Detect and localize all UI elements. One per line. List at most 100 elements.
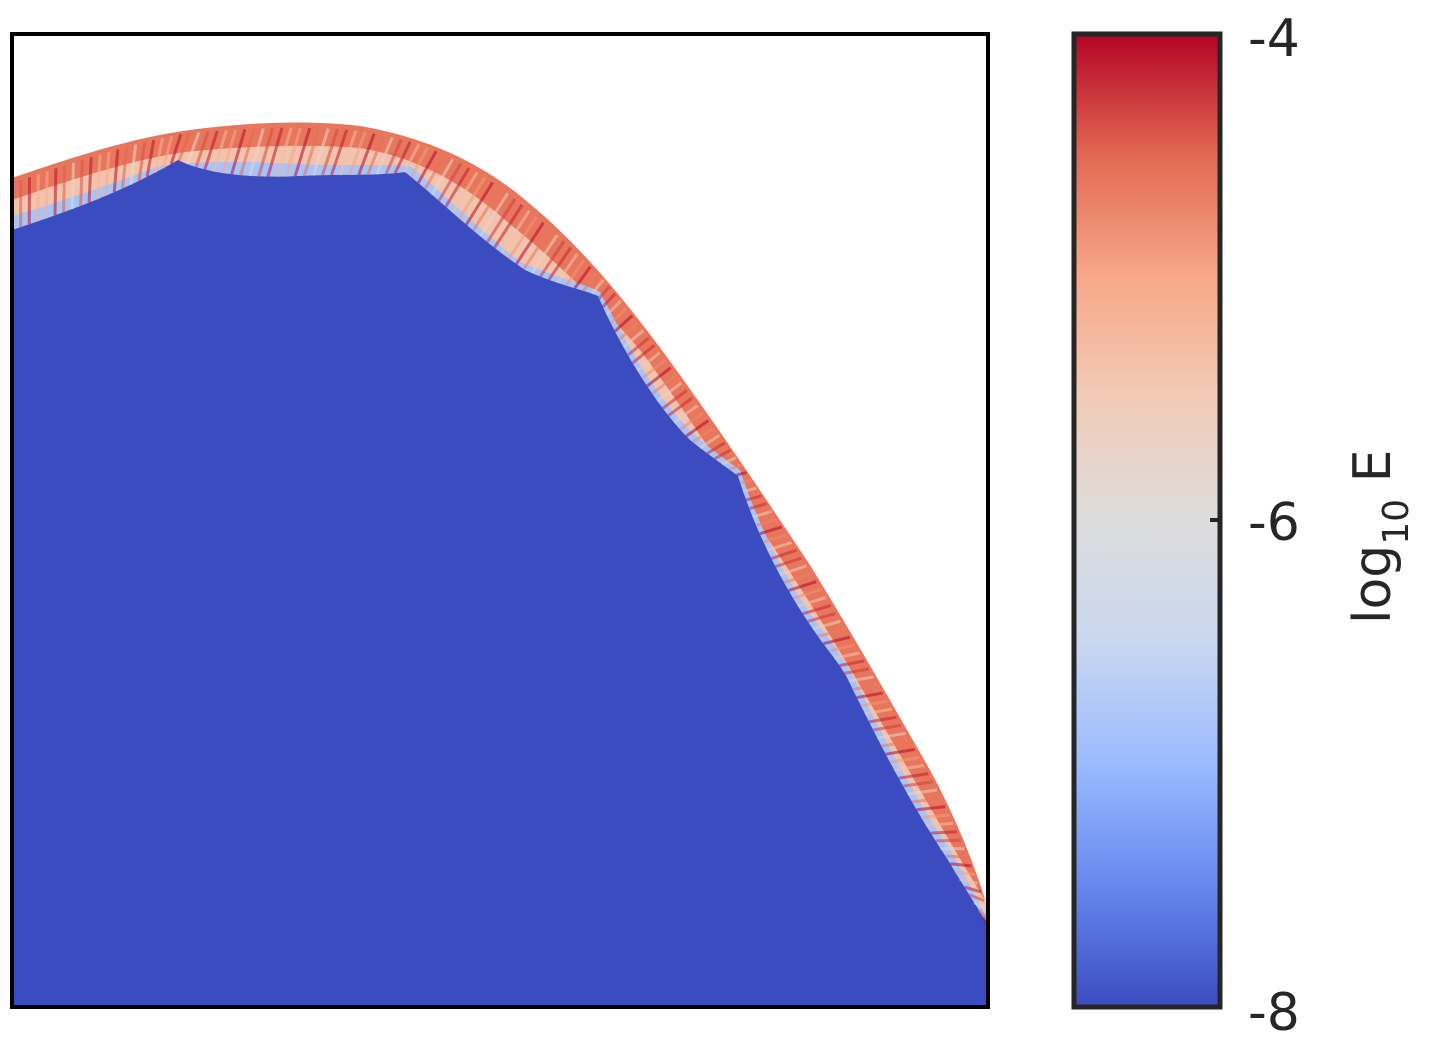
boundary-texture-stroke bbox=[774, 556, 803, 569]
boundary-texture-stroke bbox=[582, 272, 599, 292]
boundary-texture-stroke bbox=[177, 132, 192, 162]
boundary-texture-stroke bbox=[430, 158, 455, 196]
boundary-texture-stroke bbox=[320, 128, 339, 176]
boundary-texture-stroke bbox=[444, 167, 471, 208]
colorbar-label-subscript: 10 bbox=[1376, 499, 1417, 545]
boundary-texture-stroke bbox=[597, 285, 611, 300]
plot-frame bbox=[10, 32, 990, 1009]
boundary-texture-stroke bbox=[53, 168, 58, 216]
boundary-texture-stroke bbox=[739, 478, 753, 485]
boundary-texture-stroke bbox=[129, 144, 138, 185]
boundary-texture-stroke bbox=[601, 292, 617, 308]
boundary-texture-stroke bbox=[736, 471, 747, 477]
boundary-sawtooth-texture bbox=[12, 127, 988, 1002]
boundary-texture-stroke bbox=[839, 659, 865, 668]
boundary-texture-stroke bbox=[812, 619, 841, 631]
boundary-texture-stroke bbox=[573, 265, 592, 290]
boundary-texture-stroke bbox=[212, 129, 228, 172]
colorbar-tick-label-top: -4 bbox=[1248, 9, 1300, 69]
boundary-texture-stroke bbox=[817, 627, 846, 638]
boundary-texture-stroke bbox=[384, 138, 403, 175]
boundary-texture-stroke bbox=[762, 533, 788, 544]
boundary-texture-stroke bbox=[902, 780, 933, 788]
boundary-texture-stroke bbox=[539, 240, 566, 278]
colorbar-tick-label-mid: -6 bbox=[1248, 493, 1300, 553]
boundary-texture-stroke bbox=[410, 146, 429, 178]
boundary-texture-stroke bbox=[507, 215, 538, 260]
boundary-texture-stroke bbox=[266, 127, 284, 178]
boundary-texture-stroke bbox=[393, 141, 412, 174]
boundary-texture-stroke bbox=[257, 127, 275, 177]
boundary-texture-stroke bbox=[752, 509, 773, 519]
boundary-texture-stroke bbox=[500, 209, 531, 255]
boundary-texture-stroke bbox=[783, 572, 813, 585]
boundary-texture-stroke bbox=[802, 603, 832, 616]
boundary-texture-stroke bbox=[186, 131, 201, 165]
boundary-texture-stroke bbox=[889, 756, 920, 764]
boundary-texture-stroke bbox=[925, 821, 954, 827]
boundary-texture-stroke bbox=[161, 135, 174, 169]
boundary-texture-stroke bbox=[104, 151, 111, 196]
colorbar-label-log: log bbox=[1343, 545, 1403, 624]
boundary-texture-stroke bbox=[515, 221, 545, 265]
boundary-texture-stroke bbox=[465, 181, 494, 226]
boundary-texture-stroke bbox=[556, 252, 579, 284]
boundary-texture-stroke bbox=[339, 130, 358, 176]
boundary-texture-stroke bbox=[627, 336, 650, 357]
boundary-texture-stroke bbox=[451, 171, 479, 214]
colorbar-tick-label-bottom: -8 bbox=[1248, 983, 1300, 1040]
boundary-texture-stroke bbox=[230, 128, 247, 175]
boundary-texture-stroke bbox=[311, 128, 330, 176]
boundary-texture-stroke bbox=[302, 127, 321, 177]
boundary-texture-stroke bbox=[907, 788, 938, 796]
boundary-texture-stroke bbox=[293, 127, 312, 177]
boundary-texture-stroke bbox=[79, 159, 84, 206]
boundary-texture-stroke bbox=[930, 830, 958, 835]
boundary-texture-stroke bbox=[137, 142, 147, 182]
boundary-texture-stroke bbox=[348, 131, 367, 176]
boundary-texture-stroke bbox=[194, 131, 210, 168]
boundary-texture-stroke bbox=[673, 404, 699, 424]
boundary-texture-stroke bbox=[479, 192, 510, 238]
boundary-texture-stroke bbox=[530, 234, 559, 274]
boundary-texture-stroke bbox=[375, 136, 394, 175]
boundary-texture-stroke bbox=[169, 133, 183, 165]
boundary-texture-stroke bbox=[646, 366, 672, 388]
boundary-texture-stroke bbox=[868, 715, 897, 724]
boundary-texture-stroke bbox=[894, 764, 925, 772]
boundary-texture-stroke bbox=[590, 278, 605, 295]
boundary-texture-stroke bbox=[954, 870, 975, 877]
boundary-texture-stroke bbox=[977, 909, 988, 920]
boundary-texture-stroke bbox=[679, 411, 704, 431]
boundary-texture-stroke bbox=[472, 186, 502, 232]
boundary-texture-stroke bbox=[651, 374, 677, 395]
boundary-texture-stroke bbox=[221, 129, 238, 174]
boundary-texture-stroke bbox=[685, 419, 710, 438]
boundary-texture-stroke bbox=[622, 329, 645, 349]
boundary-texture-stroke bbox=[748, 502, 768, 511]
boundary-texture-stroke bbox=[973, 901, 988, 911]
boundary-texture-stroke bbox=[766, 541, 793, 552]
boundary-texture-stroke bbox=[852, 683, 879, 691]
boundary-texture-stroke bbox=[828, 643, 856, 653]
boundary-texture-stroke bbox=[458, 176, 487, 220]
boundary-texture-stroke bbox=[486, 198, 517, 243]
colorbar: -4 -6 -8 log10 E bbox=[1071, 9, 1417, 1040]
boundary-texture-stroke bbox=[877, 731, 906, 740]
boundary-texture-stroke bbox=[872, 723, 902, 732]
boundary-texture-stroke bbox=[656, 381, 683, 403]
boundary-texture-stroke bbox=[661, 389, 688, 410]
boundary-texture-stroke bbox=[770, 548, 798, 560]
boundary-texture-stroke bbox=[885, 747, 915, 756]
boundary-texture-stroke bbox=[402, 143, 421, 173]
boundary-texture-stroke bbox=[692, 426, 715, 444]
boundary-texture-stroke bbox=[706, 441, 726, 455]
boundary-texture-stroke bbox=[860, 699, 888, 708]
boundary-texture-stroke bbox=[742, 486, 758, 493]
colorbar-axis-label: log10 E bbox=[1343, 450, 1417, 624]
boundary-texture-stroke bbox=[797, 596, 827, 608]
boundary-texture-stroke bbox=[613, 314, 634, 333]
boundary-texture-stroke bbox=[87, 157, 93, 203]
boundary-texture-stroke bbox=[779, 564, 808, 577]
